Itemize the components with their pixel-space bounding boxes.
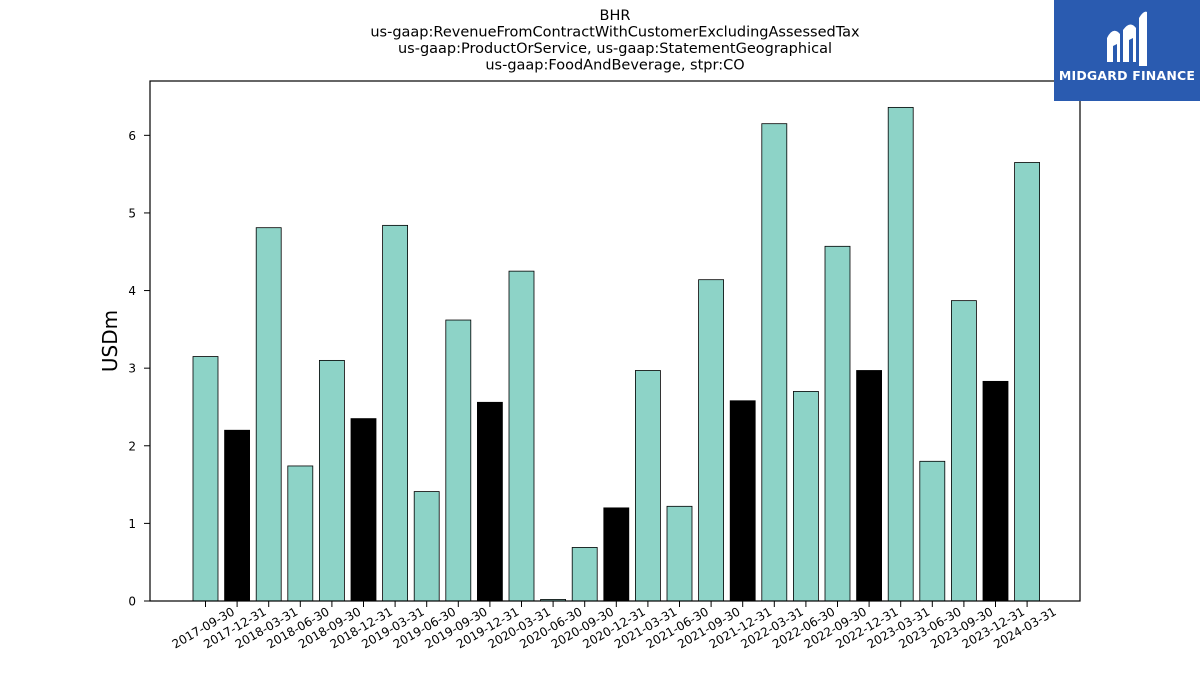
bar — [413, 491, 440, 602]
bar — [919, 460, 946, 602]
y-tick-label: 0 — [128, 595, 136, 609]
bar — [603, 507, 630, 602]
bar — [824, 245, 851, 602]
bar — [350, 418, 377, 602]
bar — [287, 465, 314, 602]
bar — [445, 319, 472, 602]
bar — [476, 401, 503, 602]
y-tick-label: 4 — [128, 284, 136, 298]
bar — [571, 547, 598, 602]
bar — [382, 224, 409, 602]
y-tick-label: 2 — [128, 439, 136, 453]
bar — [1014, 162, 1040, 602]
y-tick-label: 6 — [128, 129, 136, 143]
y-tick-label: 3 — [128, 362, 136, 376]
brand-name: MIDGARD FINANCE — [1058, 68, 1196, 83]
brand-logo: MIDGARD FINANCE — [1054, 0, 1200, 101]
chart-title-line: us-gaap:FoodAndBeverage, stpr:CO — [485, 58, 744, 74]
bar — [761, 123, 788, 602]
plot-frame — [149, 80, 1081, 602]
bar — [224, 429, 251, 602]
bar — [856, 370, 882, 602]
chart-title: BHRus-gaap:RevenueFromContractWithCustom… — [370, 8, 860, 74]
bar — [666, 505, 693, 602]
y-tick-label: 1 — [128, 517, 136, 531]
bar — [318, 359, 345, 602]
bar — [698, 279, 724, 602]
bar — [951, 300, 977, 602]
y-tick-label: 5 — [128, 206, 136, 220]
chart-title-line: BHR — [600, 8, 631, 24]
y-axis: 0 1 2 3 4 5 6 — [128, 129, 150, 609]
y-axis-label: USDm — [98, 310, 122, 372]
midgard-logo-icon — [1107, 11, 1147, 68]
bar — [729, 400, 756, 602]
bar — [635, 370, 661, 602]
bar — [192, 356, 219, 602]
chart-title-line: us-gaap:ProductOrService, us-gaap:Statem… — [398, 41, 832, 57]
x-axis: 2017-09-302017-12-312018-03-312018-06-30… — [170, 601, 1059, 651]
bars — [192, 106, 1040, 602]
bar — [255, 227, 282, 602]
bar — [793, 391, 819, 602]
bar — [887, 106, 914, 602]
bar — [508, 270, 535, 602]
chart-title-line: us-gaap:RevenueFromContractWithCustomerE… — [370, 25, 860, 41]
bar — [982, 380, 1009, 602]
